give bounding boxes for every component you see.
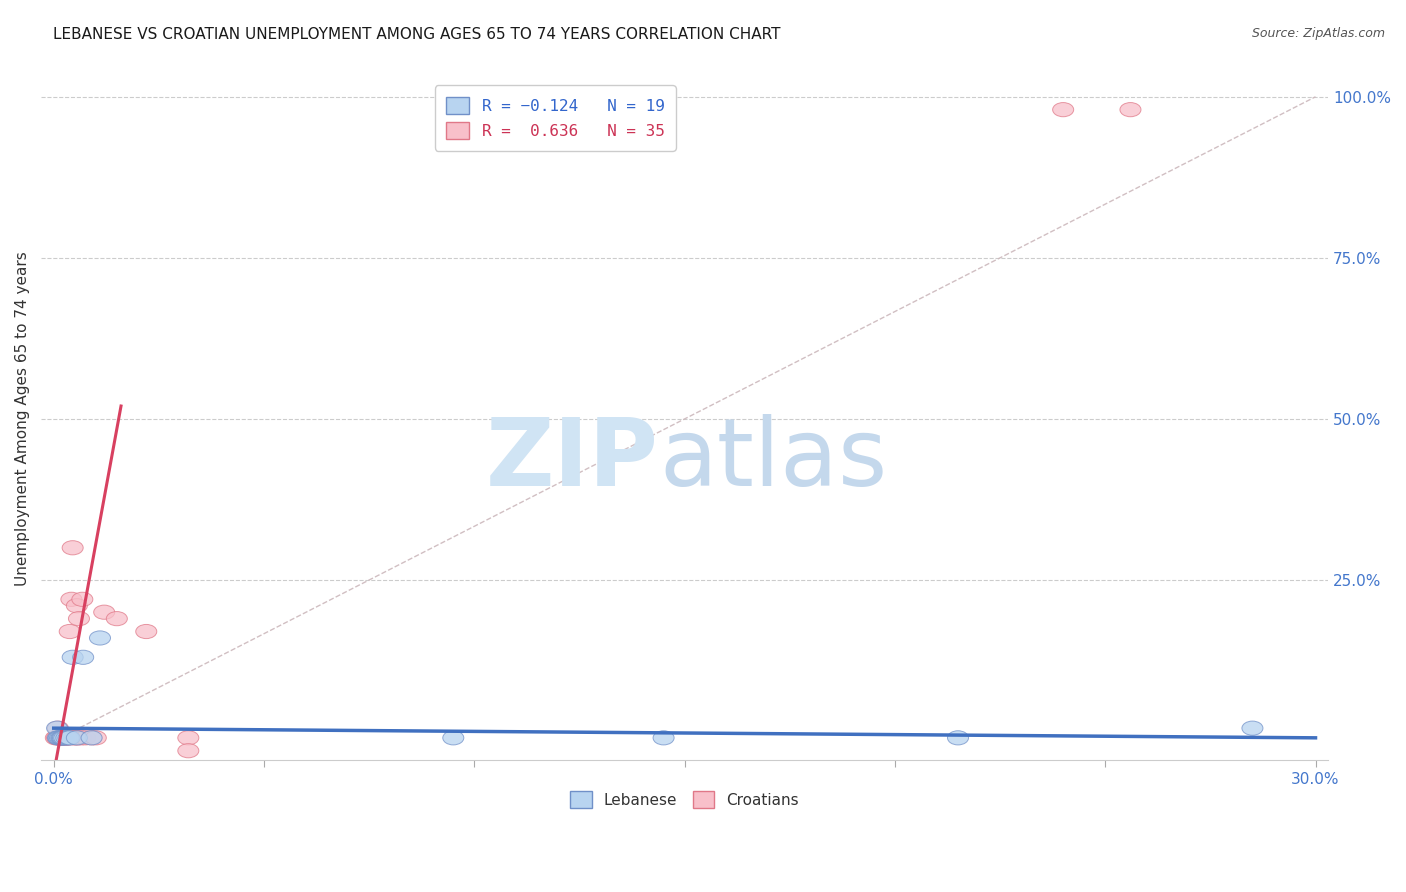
Ellipse shape — [48, 721, 69, 735]
Ellipse shape — [53, 731, 75, 745]
Ellipse shape — [52, 731, 73, 745]
Text: Source: ZipAtlas.com: Source: ZipAtlas.com — [1251, 27, 1385, 40]
Ellipse shape — [52, 731, 73, 745]
Y-axis label: Unemployment Among Ages 65 to 74 years: Unemployment Among Ages 65 to 74 years — [15, 252, 30, 586]
Ellipse shape — [59, 624, 80, 639]
Ellipse shape — [58, 731, 79, 745]
Ellipse shape — [73, 650, 94, 665]
Ellipse shape — [94, 605, 115, 619]
Ellipse shape — [46, 721, 67, 735]
Ellipse shape — [66, 599, 87, 613]
Ellipse shape — [69, 612, 90, 625]
Ellipse shape — [948, 731, 969, 745]
Ellipse shape — [51, 728, 72, 742]
Ellipse shape — [56, 731, 77, 745]
Ellipse shape — [59, 731, 80, 745]
Ellipse shape — [52, 731, 73, 745]
Ellipse shape — [72, 592, 93, 607]
Ellipse shape — [60, 592, 82, 607]
Ellipse shape — [1241, 721, 1263, 735]
Text: atlas: atlas — [659, 414, 887, 506]
Ellipse shape — [62, 541, 83, 555]
Ellipse shape — [86, 731, 107, 745]
Text: ZIP: ZIP — [486, 414, 659, 506]
Ellipse shape — [1121, 103, 1142, 117]
Ellipse shape — [49, 731, 70, 745]
Ellipse shape — [55, 731, 76, 745]
Ellipse shape — [46, 731, 67, 745]
Ellipse shape — [82, 731, 103, 745]
Ellipse shape — [60, 731, 82, 745]
Ellipse shape — [136, 624, 157, 639]
Ellipse shape — [53, 731, 75, 745]
Text: LEBANESE VS CROATIAN UNEMPLOYMENT AMONG AGES 65 TO 74 YEARS CORRELATION CHART: LEBANESE VS CROATIAN UNEMPLOYMENT AMONG … — [53, 27, 780, 42]
Legend: Lebanese, Croatians: Lebanese, Croatians — [564, 785, 806, 814]
Ellipse shape — [48, 731, 69, 745]
Ellipse shape — [82, 731, 103, 745]
Ellipse shape — [56, 731, 77, 745]
Ellipse shape — [90, 631, 111, 645]
Ellipse shape — [62, 650, 83, 665]
Ellipse shape — [48, 731, 69, 745]
Ellipse shape — [177, 731, 198, 745]
Ellipse shape — [75, 731, 96, 745]
Ellipse shape — [45, 731, 66, 745]
Ellipse shape — [107, 612, 128, 625]
Ellipse shape — [1053, 103, 1074, 117]
Ellipse shape — [48, 731, 69, 745]
Ellipse shape — [52, 731, 73, 745]
Ellipse shape — [65, 731, 86, 745]
Ellipse shape — [177, 744, 198, 758]
Ellipse shape — [443, 731, 464, 745]
Ellipse shape — [66, 731, 87, 745]
Ellipse shape — [56, 731, 77, 745]
Ellipse shape — [65, 731, 86, 745]
Ellipse shape — [652, 731, 673, 745]
Ellipse shape — [67, 731, 89, 745]
Ellipse shape — [70, 731, 91, 745]
Ellipse shape — [51, 731, 72, 745]
Ellipse shape — [49, 731, 70, 745]
Ellipse shape — [58, 731, 79, 745]
